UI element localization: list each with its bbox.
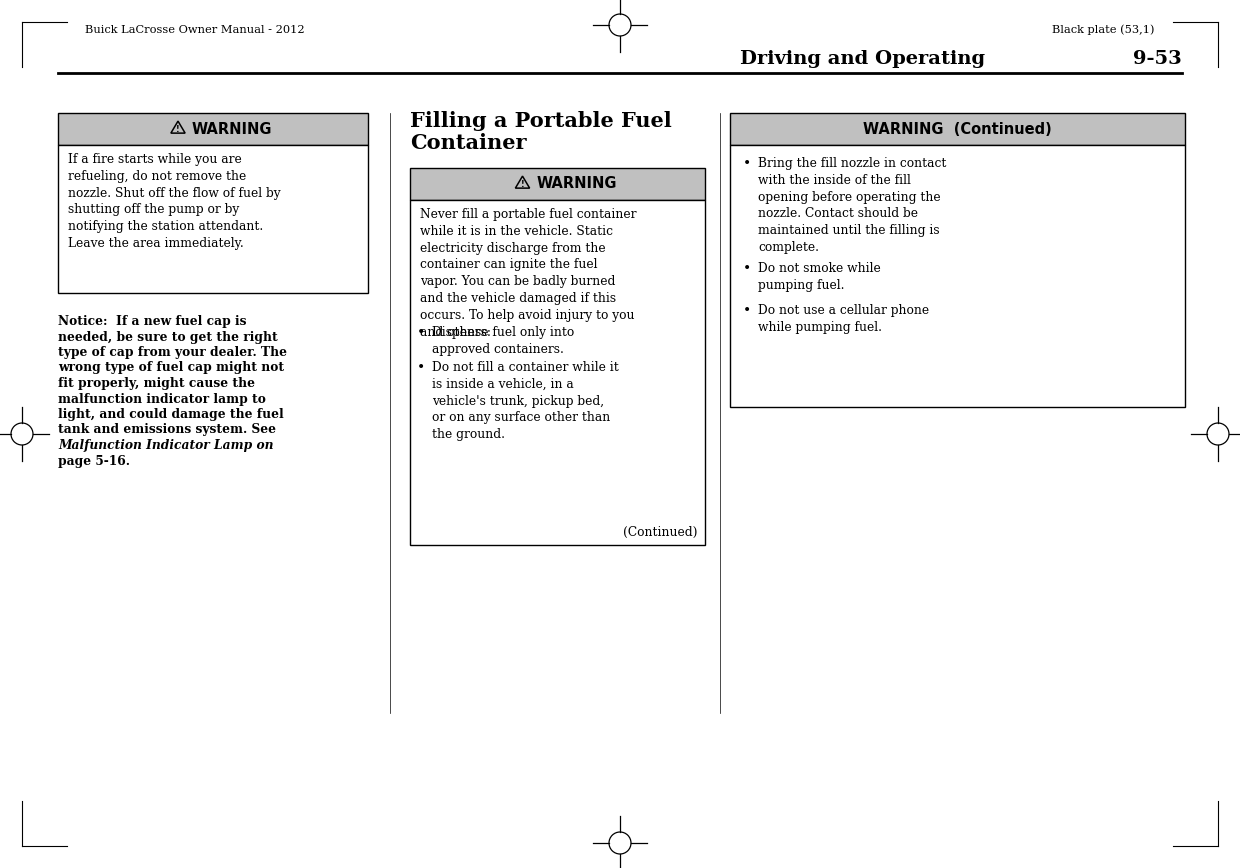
Text: wrong type of fuel cap might not: wrong type of fuel cap might not [58, 361, 284, 374]
Text: light, and could damage the fuel: light, and could damage the fuel [58, 408, 284, 421]
Bar [58, 113, 368, 145]
Text: Black plate (53,1): Black plate (53,1) [1053, 24, 1154, 36]
Text: tank and emissions system. See: tank and emissions system. See [58, 424, 277, 437]
Text: fit properly, might cause the: fit properly, might cause the [58, 377, 255, 390]
Text: Container: Container [410, 133, 527, 153]
Text: If a fire starts while you are
refueling, do not remove the
nozzle. Shut off the: If a fire starts while you are refueling… [68, 153, 280, 250]
Text: Dispense fuel only into
approved containers.: Dispense fuel only into approved contain… [432, 326, 574, 356]
Bar [730, 145, 1185, 407]
Bar [410, 168, 706, 200]
Text: Filling a Portable Fuel: Filling a Portable Fuel [410, 111, 672, 131]
Text: •: • [743, 262, 751, 276]
Text: !: ! [176, 125, 180, 134]
Text: malfunction indicator lamp to: malfunction indicator lamp to [58, 392, 265, 405]
Text: needed, be sure to get the right: needed, be sure to get the right [58, 331, 278, 344]
Text: page 5-16.: page 5-16. [58, 455, 130, 468]
Text: •: • [743, 157, 751, 171]
Text: Do not use a cellular phone
while pumping fuel.: Do not use a cellular phone while pumpin… [758, 304, 929, 334]
Text: 9-53: 9-53 [1133, 50, 1182, 68]
Text: Driving and Operating: Driving and Operating [740, 50, 985, 68]
Text: Notice:  If a new fuel cap is: Notice: If a new fuel cap is [58, 315, 247, 328]
Text: type of cap from your dealer. The: type of cap from your dealer. The [58, 346, 286, 359]
Text: WARNING: WARNING [192, 122, 273, 136]
Text: WARNING  (Continued): WARNING (Continued) [863, 122, 1052, 136]
Text: Bring the fill nozzle in contact
with the inside of the fill
opening before oper: Bring the fill nozzle in contact with th… [758, 157, 946, 254]
Text: •: • [743, 304, 751, 318]
Text: Buick LaCrosse Owner Manual - 2012: Buick LaCrosse Owner Manual - 2012 [86, 25, 305, 35]
Text: •: • [417, 326, 425, 340]
Text: Never fill a portable fuel container
while it is in the vehicle. Static
electric: Never fill a portable fuel container whi… [420, 208, 636, 339]
Text: (Continued): (Continued) [622, 526, 697, 539]
Bar [730, 113, 1185, 145]
Bar [410, 200, 706, 545]
Text: WARNING: WARNING [537, 176, 618, 192]
Text: !: ! [521, 180, 525, 189]
Text: Do not smoke while
pumping fuel.: Do not smoke while pumping fuel. [758, 262, 880, 292]
Bar [58, 145, 368, 293]
Text: Do not fill a container while it
is inside a vehicle, in a
vehicle's trunk, pick: Do not fill a container while it is insi… [432, 361, 619, 441]
Text: •: • [417, 361, 425, 375]
Text: Malfunction Indicator Lamp on: Malfunction Indicator Lamp on [58, 439, 274, 452]
